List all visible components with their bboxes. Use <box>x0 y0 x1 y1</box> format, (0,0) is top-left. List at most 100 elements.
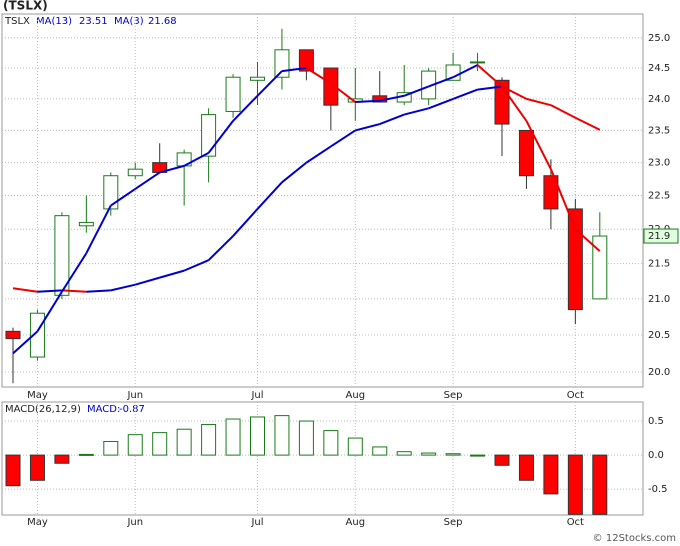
ma-line-segment <box>183 152 210 167</box>
x-tick-label: Sep <box>444 517 463 528</box>
ma-line-segment <box>207 235 234 261</box>
x-tick-label: Jun <box>126 517 143 528</box>
ma-line-segment <box>305 67 332 85</box>
candle-body <box>225 76 241 112</box>
candle-body <box>54 215 70 296</box>
macd-bar <box>298 420 314 456</box>
y-tick-label: 24.0 <box>648 94 670 105</box>
ma-line-segment <box>330 82 356 103</box>
ma-line-segment <box>110 188 136 207</box>
x-tick-label: Sep <box>444 390 463 401</box>
y-tick-label: 25.0 <box>648 33 670 44</box>
candle-body <box>201 114 217 157</box>
y-tick-label: 20.5 <box>648 330 670 341</box>
ma-line-segment <box>159 269 185 279</box>
ma-line-segment <box>526 97 552 107</box>
y-tick-label: 0.0 <box>648 450 664 461</box>
y-tick-label: 23.0 <box>648 158 670 169</box>
ma-line-segment <box>355 99 380 104</box>
candle-body <box>103 175 119 210</box>
macd-bar <box>323 430 339 456</box>
price-panel <box>1 13 644 388</box>
chart-title: (TSLX) <box>3 0 48 13</box>
ma-line-segment <box>12 287 38 293</box>
ma-line-segment <box>574 116 601 131</box>
ma-line-segment <box>501 85 527 100</box>
x-tick-label: May <box>27 390 48 401</box>
candle-body <box>567 208 583 311</box>
y-tick-label: 21.0 <box>648 294 670 305</box>
ma-line-segment <box>477 85 503 91</box>
ma-line-segment <box>61 289 87 293</box>
macd-bar <box>250 416 265 456</box>
ma-line-segment <box>232 208 259 237</box>
macd-bar <box>567 454 583 515</box>
ma-line-segment <box>330 129 356 148</box>
x-tick-label: Aug <box>346 517 366 528</box>
legend-ma3: MA(3) <box>114 16 144 27</box>
macd-bar <box>372 446 388 456</box>
ma-line-segment <box>256 70 283 97</box>
macd-bar <box>225 418 241 456</box>
ma-line-segment <box>37 289 62 293</box>
ma-line-segment <box>85 205 112 254</box>
macd-bar <box>201 423 217 456</box>
macd-bar <box>347 437 363 456</box>
macd-bar <box>78 453 94 456</box>
y-tick-label: -0.5 <box>648 484 668 495</box>
macd-bar <box>29 454 45 481</box>
macd-bar <box>127 434 143 456</box>
ma-line-segment <box>12 330 39 355</box>
candle-body <box>543 175 559 210</box>
ma-line-segment <box>110 283 136 292</box>
last-price-box <box>643 228 679 244</box>
y-tick-label: 22.5 <box>648 191 670 202</box>
ma-line-segment <box>403 107 429 116</box>
y-tick-label: 0.5 <box>648 416 664 427</box>
ma-line-segment <box>134 276 160 286</box>
ma-line-segment <box>207 120 234 154</box>
x-tick-label: Jul <box>250 390 263 401</box>
y-tick-label: 23.5 <box>648 125 670 136</box>
symbol: TSLX <box>4 16 30 27</box>
ma-line-segment <box>183 259 209 272</box>
x-tick-label: Oct <box>567 517 584 528</box>
ma-line-segment <box>550 104 576 119</box>
x-tick-label: Jul <box>250 517 263 528</box>
ma-line-segment <box>36 291 63 332</box>
ma-line-segment <box>355 123 381 132</box>
macd-bar <box>470 454 486 457</box>
ma-line-segment <box>256 181 283 210</box>
x-tick-label: Jun <box>126 390 143 401</box>
legend-ma13-value: 23.51 <box>79 16 108 27</box>
footer: © 12Stocks.com <box>593 533 676 544</box>
last-price-label: 21.9 <box>648 231 670 242</box>
candle-body <box>127 168 143 177</box>
candle-body <box>78 221 94 227</box>
ma-line-segment <box>476 64 503 88</box>
y-tick-label: 20.0 <box>648 367 670 378</box>
ma-line-segment <box>403 85 430 97</box>
ma-line-segment <box>452 64 478 79</box>
ma-line-segment <box>305 145 332 164</box>
macd-bar <box>445 453 461 456</box>
ma-line-segment <box>159 164 185 174</box>
candle-body <box>298 49 314 72</box>
ma-line-segment <box>549 168 577 230</box>
candle-body <box>470 61 486 64</box>
ma-line-segment <box>525 120 552 170</box>
x-tick-label: Oct <box>567 390 584 401</box>
macd-bar <box>592 454 608 515</box>
ma-line-segment <box>281 161 308 184</box>
macd-bar <box>5 454 21 487</box>
x-tick-label: Aug <box>346 390 366 401</box>
macd-bar <box>103 440 119 456</box>
ma-line-segment <box>574 228 601 252</box>
ma-line-segment <box>501 85 528 122</box>
candle-body <box>592 235 608 300</box>
x-tick-label: May <box>27 517 48 528</box>
macd-prefix: MACD: <box>87 404 120 415</box>
macd-bar <box>494 454 510 466</box>
y-tick-label: 24.5 <box>648 63 670 74</box>
